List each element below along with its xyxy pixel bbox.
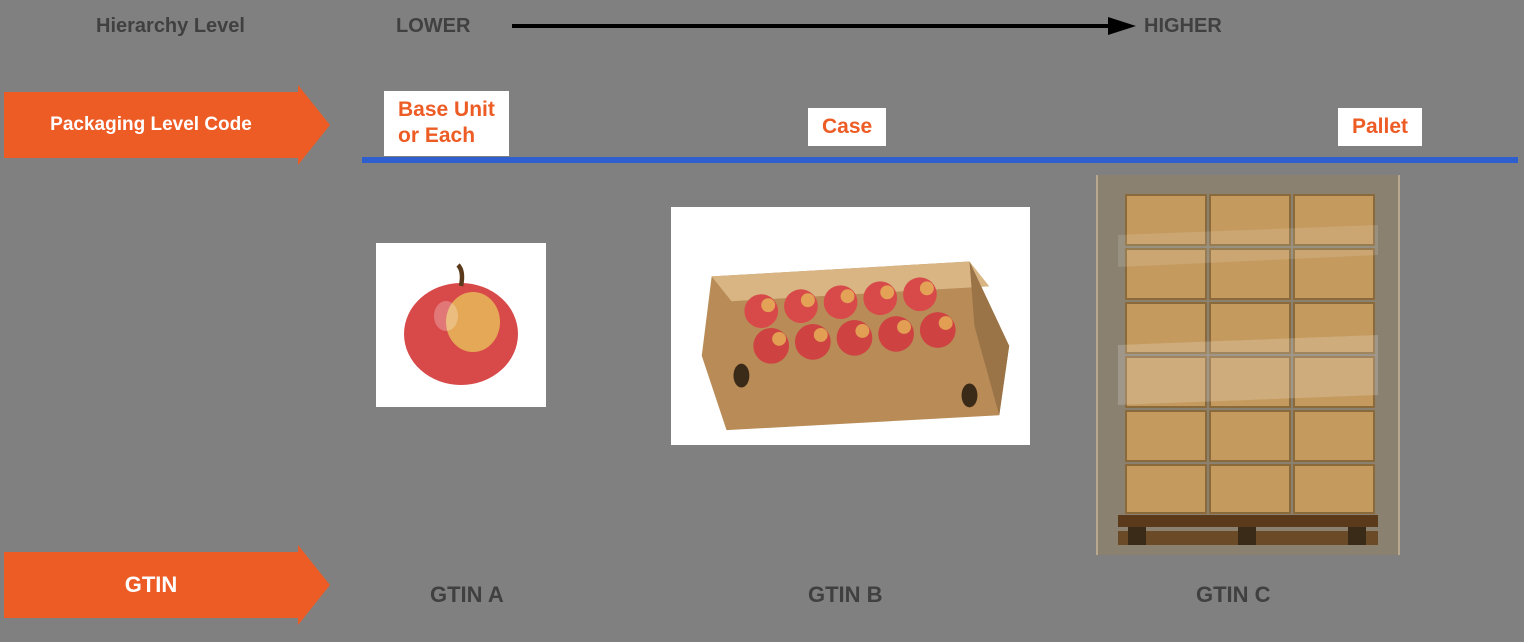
packaging-level-axis — [362, 157, 1518, 163]
level-base-unit: Base Unit or Each — [384, 91, 509, 156]
apple-icon — [386, 250, 536, 400]
image-case — [671, 207, 1030, 445]
gtin-a-label: GTIN A — [430, 582, 504, 608]
packaging-level-text: Packaging Level Code — [50, 114, 252, 136]
image-base-unit — [376, 243, 546, 407]
gtin-row-label: GTIN — [4, 552, 298, 618]
level-case: Case — [808, 108, 886, 146]
hierarchy-level-label: Hierarchy Level — [96, 15, 245, 38]
gtin-row-text: GTIN — [125, 572, 178, 598]
gtin-c-label: GTIN C — [1196, 582, 1271, 608]
lower-label: LOWER — [396, 15, 470, 38]
higher-label: HIGHER — [1144, 15, 1222, 38]
hierarchy-direction-arrow — [512, 24, 1108, 28]
gtin-b-label: GTIN B — [808, 582, 883, 608]
image-pallet — [1096, 175, 1400, 555]
packaging-level-row-label: Packaging Level Code — [4, 92, 298, 158]
pallet-icon — [1096, 175, 1400, 555]
case-icon — [671, 207, 1030, 445]
level-pallet: Pallet — [1338, 108, 1422, 146]
hierarchy-direction-arrowhead — [1108, 17, 1136, 35]
